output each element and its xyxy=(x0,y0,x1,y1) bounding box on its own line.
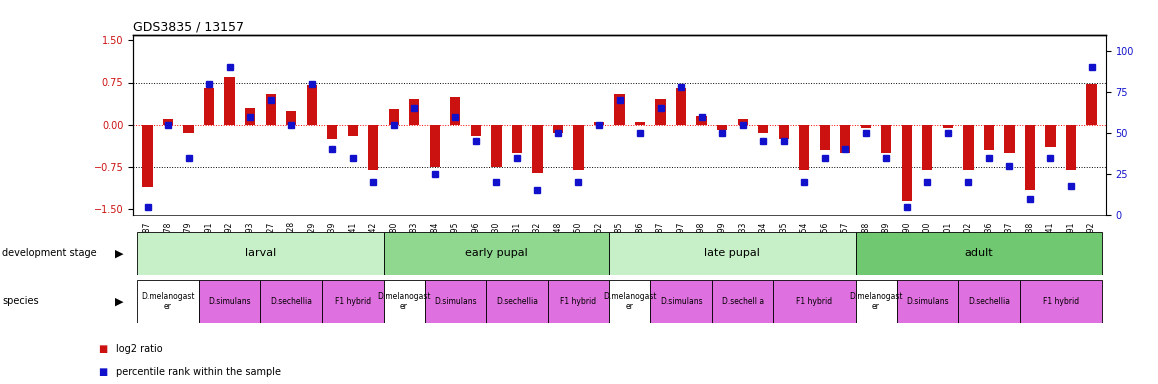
Text: adult: adult xyxy=(965,248,992,258)
Bar xyxy=(573,125,584,170)
Text: percentile rank within the sample: percentile rank within the sample xyxy=(116,367,280,377)
Bar xyxy=(307,85,317,125)
Bar xyxy=(138,232,383,275)
Bar xyxy=(958,280,1020,323)
Bar xyxy=(409,99,419,125)
Text: ▶: ▶ xyxy=(116,296,124,306)
Text: development stage: development stage xyxy=(2,248,97,258)
Text: D.melanogast
er: D.melanogast er xyxy=(141,292,195,311)
Bar xyxy=(860,125,871,127)
Bar xyxy=(963,125,974,170)
Bar xyxy=(471,125,481,136)
Bar xyxy=(655,99,666,125)
Bar xyxy=(1086,84,1097,125)
Bar xyxy=(138,280,199,323)
Bar xyxy=(696,116,706,125)
Bar xyxy=(142,125,153,187)
Bar xyxy=(635,122,645,125)
Text: larval: larval xyxy=(244,248,276,258)
Text: F1 hybrid: F1 hybrid xyxy=(1042,297,1079,306)
Bar xyxy=(548,280,609,323)
Bar xyxy=(486,280,548,323)
Text: F1 hybrid: F1 hybrid xyxy=(797,297,833,306)
Bar xyxy=(896,280,958,323)
Bar xyxy=(609,280,651,323)
Bar xyxy=(183,125,193,133)
Bar xyxy=(856,232,1101,275)
Bar xyxy=(922,125,932,170)
Bar xyxy=(322,280,383,323)
Bar xyxy=(512,125,522,153)
Bar xyxy=(881,125,892,153)
Bar xyxy=(383,232,609,275)
Bar xyxy=(245,108,255,125)
Bar xyxy=(778,125,789,139)
Text: F1 hybrid: F1 hybrid xyxy=(335,297,371,306)
Text: early pupal: early pupal xyxy=(466,248,528,258)
Bar xyxy=(609,232,856,275)
Bar xyxy=(1065,125,1076,170)
Text: log2 ratio: log2 ratio xyxy=(116,344,162,354)
Bar xyxy=(774,280,856,323)
Bar xyxy=(368,125,379,170)
Bar xyxy=(594,122,604,125)
Bar xyxy=(430,125,440,167)
Text: late pupal: late pupal xyxy=(704,248,761,258)
Text: D.sechellia: D.sechellia xyxy=(968,297,1010,306)
Bar xyxy=(902,125,913,201)
Text: D.sechellia: D.sechellia xyxy=(496,297,538,306)
Bar xyxy=(1046,125,1056,147)
Bar xyxy=(204,88,214,125)
Bar xyxy=(491,125,501,167)
Text: ■: ■ xyxy=(98,367,108,377)
Bar xyxy=(425,280,486,323)
Bar xyxy=(199,280,261,323)
Bar xyxy=(389,109,398,125)
Bar xyxy=(676,88,687,125)
Bar xyxy=(799,125,809,170)
Bar xyxy=(758,125,768,133)
Bar xyxy=(841,125,850,153)
Text: species: species xyxy=(2,296,39,306)
Bar xyxy=(984,125,994,150)
Bar xyxy=(651,280,712,323)
Text: ■: ■ xyxy=(98,344,108,354)
Bar xyxy=(383,280,425,323)
Bar xyxy=(552,125,563,133)
Bar xyxy=(943,125,953,127)
Text: D.simulans: D.simulans xyxy=(208,297,251,306)
Bar xyxy=(261,280,322,323)
Text: ▶: ▶ xyxy=(116,248,124,258)
Text: D.simulans: D.simulans xyxy=(906,297,948,306)
Bar xyxy=(856,280,896,323)
Bar xyxy=(615,94,624,125)
Bar xyxy=(265,94,276,125)
Text: D.melanogast
er: D.melanogast er xyxy=(849,292,903,311)
Bar xyxy=(820,125,830,150)
Text: D.sechell a: D.sechell a xyxy=(721,297,764,306)
Bar xyxy=(1020,280,1101,323)
Bar xyxy=(738,119,748,125)
Bar xyxy=(163,119,174,125)
Bar xyxy=(1025,125,1035,190)
Bar xyxy=(717,125,727,131)
Text: F1 hybrid: F1 hybrid xyxy=(560,297,596,306)
Bar xyxy=(327,125,337,139)
Text: D.simulans: D.simulans xyxy=(660,297,703,306)
Bar xyxy=(450,97,461,125)
Bar xyxy=(347,125,358,136)
Bar xyxy=(712,280,774,323)
Bar xyxy=(1004,125,1014,153)
Text: D.melanogast
er: D.melanogast er xyxy=(378,292,431,311)
Text: D.melanogast
er: D.melanogast er xyxy=(603,292,657,311)
Text: GDS3835 / 13157: GDS3835 / 13157 xyxy=(133,20,244,33)
Bar xyxy=(533,125,543,173)
Text: D.sechellia: D.sechellia xyxy=(270,297,313,306)
Bar xyxy=(225,77,235,125)
Bar xyxy=(286,111,296,125)
Text: D.simulans: D.simulans xyxy=(434,297,477,306)
